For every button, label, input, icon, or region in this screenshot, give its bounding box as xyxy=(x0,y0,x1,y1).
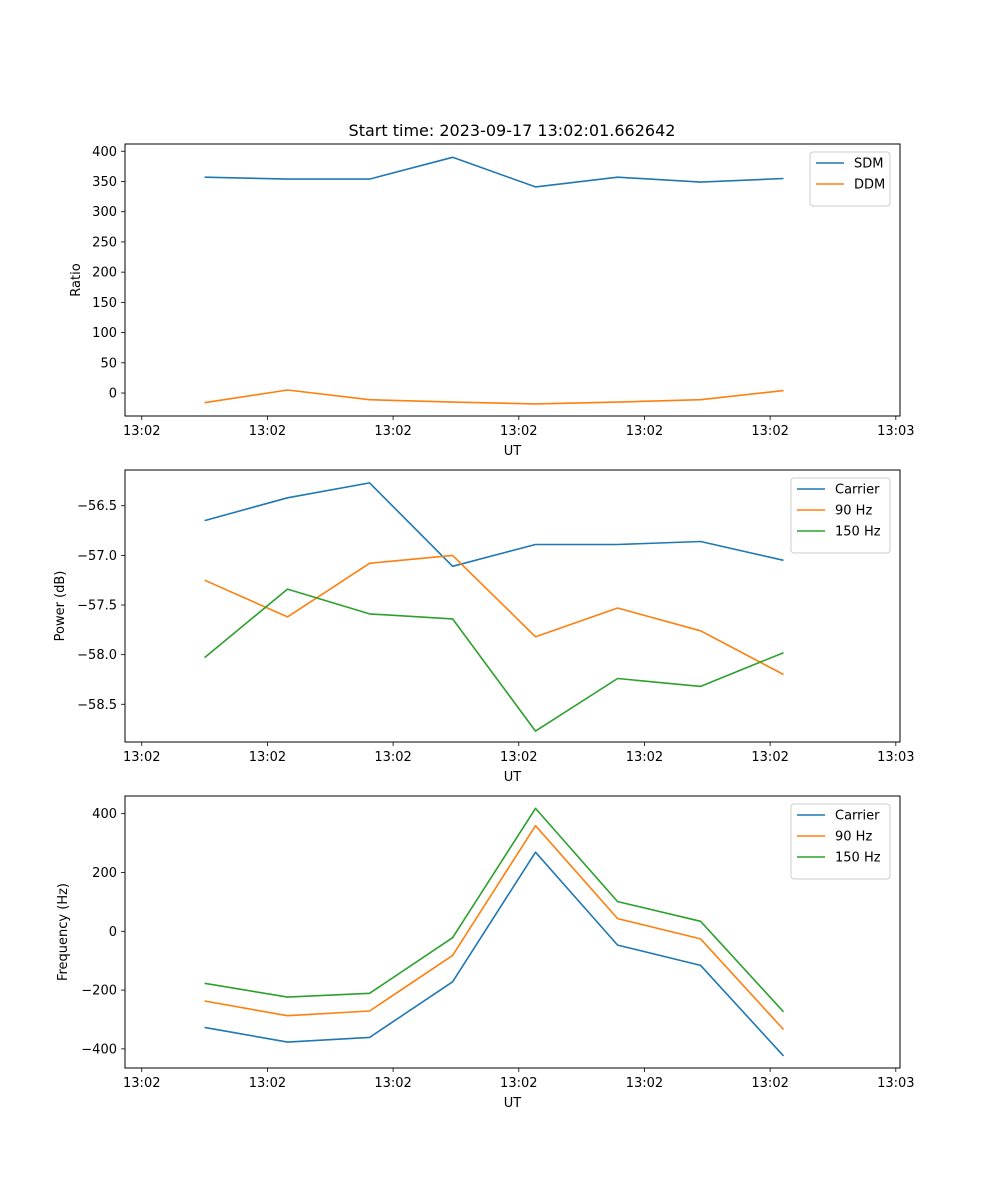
y-tick-label: 250 xyxy=(92,235,117,250)
x-tick-label: 13:03 xyxy=(877,750,914,765)
x-tick-label: 13:03 xyxy=(877,1076,914,1091)
x-tick-label: 13:02 xyxy=(751,1076,788,1091)
y-tick-label: −56.5 xyxy=(77,499,117,514)
y-tick-label: 100 xyxy=(92,326,117,341)
y-tick-label: −200 xyxy=(81,984,117,999)
y-tick-label: 200 xyxy=(92,266,117,281)
y-tick-label: 200 xyxy=(92,866,117,881)
y-tick-label: −57.5 xyxy=(77,599,117,614)
x-tick-label: 13:03 xyxy=(877,424,914,439)
x-axis-label: UT xyxy=(504,1096,522,1111)
series-line-150-hz xyxy=(204,807,785,1013)
legend-frame xyxy=(790,477,891,554)
legend: Carrier 90 Hz 150 Hz xyxy=(790,477,891,554)
ratio-panel: 13:02 13:02 13:02 13:02 13:02 13:02 13:03 0 50 10… xyxy=(69,143,915,459)
y-tick-label: 350 xyxy=(92,175,117,190)
legend-frame xyxy=(790,803,891,880)
legend-label-carrier: Carrier xyxy=(835,809,880,824)
x-tick-label: 13:02 xyxy=(123,424,160,439)
x-axis-label: UT xyxy=(504,770,522,785)
x-tick-label: 13:02 xyxy=(751,424,788,439)
chart-title: Start time: 2023-09-17 13:02:01.662642 xyxy=(349,121,676,140)
x-tick-label: 13:02 xyxy=(374,424,411,439)
x-tick-label: 13:02 xyxy=(500,1076,537,1091)
legend-label-90-hz: 90 Hz xyxy=(835,504,872,519)
legend-label-carrier: Carrier xyxy=(835,483,880,498)
x-tick-label: 13:02 xyxy=(249,424,286,439)
y-tick-label: −58.5 xyxy=(77,698,117,713)
axes-frame xyxy=(124,469,901,743)
series-line-carrier xyxy=(204,482,784,568)
x-tick-label: 13:02 xyxy=(123,1076,160,1091)
x-tick-label: 13:02 xyxy=(500,750,537,765)
legend: Carrier 90 Hz 150 Hz xyxy=(790,803,891,880)
y-tick-label: −57.0 xyxy=(77,549,117,564)
y-tick-label: 400 xyxy=(92,807,117,822)
y-tick-label: 0 xyxy=(109,925,117,940)
x-tick-label: 13:02 xyxy=(249,1076,286,1091)
x-tick-label: 13:02 xyxy=(626,424,663,439)
series-line-carrier xyxy=(204,851,785,1057)
legend-label-150-hz: 150 Hz xyxy=(835,525,881,540)
x-tick-label: 13:02 xyxy=(374,1076,411,1091)
x-tick-label: 13:02 xyxy=(751,750,788,765)
y-tick-label: 300 xyxy=(92,205,117,220)
series-line-90-hz xyxy=(204,554,784,676)
y-tick-label: 50 xyxy=(100,356,117,371)
legend-label-ddm: DDM xyxy=(854,178,885,193)
y-tick-label: 150 xyxy=(92,296,117,311)
legend-frame xyxy=(809,151,891,207)
legend-label-sdm: SDM xyxy=(854,157,883,172)
y-tick-label: −400 xyxy=(81,1042,117,1057)
legend-label-150-hz: 150 Hz xyxy=(835,851,881,866)
x-axis-label: UT xyxy=(504,444,522,459)
y-axis-label: Ratio xyxy=(69,263,84,296)
x-tick-label: 13:02 xyxy=(626,750,663,765)
x-tick-label: 13:02 xyxy=(500,424,537,439)
y-axis-label: Frequency (Hz) xyxy=(56,883,71,981)
legend-label-90-hz: 90 Hz xyxy=(835,830,872,845)
series-line-90-hz xyxy=(204,824,785,1031)
y-tick-label: −58.0 xyxy=(77,648,117,663)
y-tick-label: 400 xyxy=(92,145,117,160)
series-line-150-hz xyxy=(204,588,784,732)
x-tick-label: 13:02 xyxy=(374,750,411,765)
x-tick-label: 13:02 xyxy=(249,750,286,765)
y-axis-label: Power (dB) xyxy=(53,571,68,642)
x-tick-label: 13:02 xyxy=(626,1076,663,1091)
legend: SDM DDM xyxy=(809,151,891,207)
series-line-sdm xyxy=(204,156,784,188)
power-panel: 13:02 13:02 13:02 13:02 13:02 13:02 13:03 −58.5… xyxy=(53,469,915,785)
x-tick-label: 13:02 xyxy=(123,750,160,765)
axes-frame xyxy=(124,795,901,1069)
series-line-ddm xyxy=(204,389,784,405)
frequency-panel: 13:02 13:02 13:02 13:02 13:02 13:02 13:03 −400 −… xyxy=(56,795,915,1111)
axes-frame xyxy=(124,143,901,417)
y-tick-label: 0 xyxy=(109,387,117,402)
